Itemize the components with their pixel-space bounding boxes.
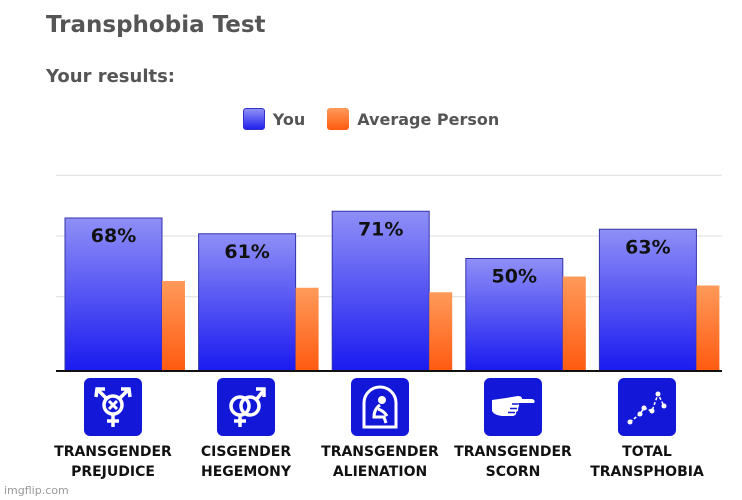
legend-swatch-average	[327, 108, 350, 130]
legend-swatch-you	[242, 108, 265, 130]
bar-you	[198, 233, 297, 372]
bar-average-person	[696, 285, 720, 371]
data-label-you: 63%	[625, 236, 670, 258]
legend-item-you: You	[242, 108, 306, 130]
category-label-line2: TRANSPHOBIA	[590, 464, 704, 480]
constellation-icon	[618, 378, 676, 436]
results-subtitle: Your results:	[46, 66, 176, 87]
legend-label-you: You	[272, 109, 306, 129]
bar-average-person	[429, 292, 453, 371]
category-label: TRANSGENDER PREJUDICE	[43, 442, 183, 482]
bar-average-person	[162, 281, 185, 371]
legend-label-average: Average Person	[357, 109, 500, 129]
bar-average-person	[295, 287, 319, 371]
chart-legend: You Average Person	[0, 108, 742, 130]
category-label: TRANSGENDER ALIENATION	[310, 442, 450, 482]
data-label-you: 68%	[91, 225, 136, 247]
data-label-you: 71%	[358, 218, 403, 240]
category-label-line1: TOTAL	[622, 444, 672, 460]
category-label: CISGENDER HEGEMONY	[176, 442, 316, 482]
bar-you	[598, 228, 697, 372]
category-label-line2: PREJUDICE	[71, 464, 155, 480]
bar-average-person	[562, 276, 586, 371]
alienated-person-icon	[351, 378, 409, 436]
category-label: TOTAL TRANSPHOBIA	[577, 442, 717, 482]
pointing-hand-icon	[484, 378, 542, 436]
category-label-line1: CISGENDER	[200, 444, 292, 460]
watermark: imgflip.com	[4, 484, 69, 497]
category-label-line2: ALIENATION	[332, 464, 428, 480]
data-label-you: 50%	[492, 266, 537, 288]
bar-you	[331, 210, 430, 372]
transgender-symbol-icon	[84, 378, 142, 436]
legend-item-average: Average Person	[327, 108, 499, 130]
page-title: Transphobia Test	[46, 12, 266, 38]
data-label-you: 61%	[224, 241, 269, 263]
category-label-line2: HEGEMONY	[200, 464, 292, 480]
category-label-line1: TRANSGENDER	[454, 444, 572, 460]
category-label-line1: TRANSGENDER	[321, 444, 439, 460]
category-label-line2: SCORN	[485, 464, 541, 480]
category-label: TRANSGENDER SCORN	[443, 442, 583, 482]
bar-you	[64, 217, 163, 372]
male-female-symbol-icon	[217, 378, 275, 436]
category-label-line1: TRANSGENDER	[54, 444, 172, 460]
